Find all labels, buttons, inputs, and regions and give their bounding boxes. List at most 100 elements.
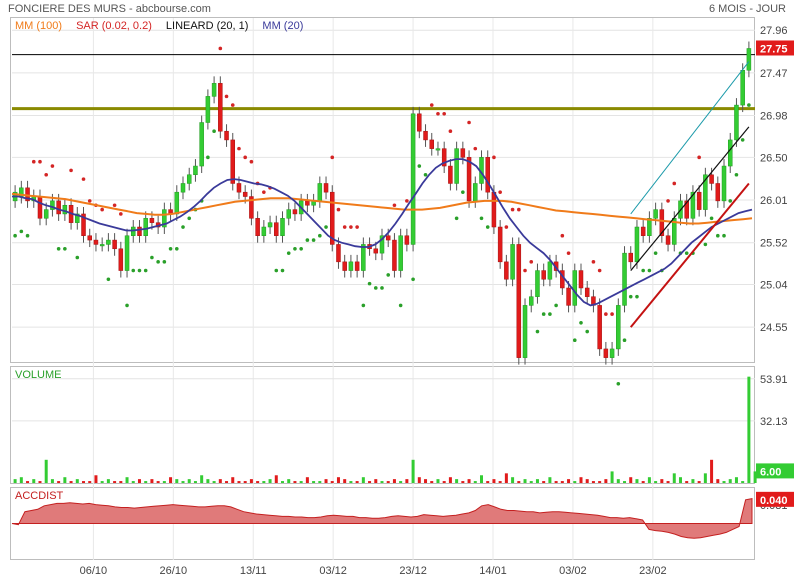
volume-bar	[181, 481, 185, 483]
volume-bar	[206, 479, 210, 483]
sar-dot	[305, 238, 310, 242]
sar-dot	[647, 268, 652, 273]
candle-body	[497, 226, 503, 263]
volume-bar	[268, 479, 272, 483]
sar-dot	[249, 159, 254, 164]
volume-bar	[734, 477, 738, 483]
candle-body	[50, 200, 55, 210]
volume-bar	[193, 481, 197, 483]
candle-body	[242, 191, 248, 197]
volume-bar	[343, 479, 347, 483]
candle-body	[330, 191, 335, 245]
candle-body	[143, 218, 148, 236]
volume-bar	[591, 481, 595, 483]
sar-dot	[224, 94, 229, 99]
price-tick-label: 25.52	[760, 238, 788, 250]
volume-bar	[728, 479, 732, 483]
candle-body	[647, 218, 652, 236]
candle-body	[740, 70, 745, 106]
sar-dot	[448, 129, 453, 134]
mm100-line	[11, 192, 753, 225]
sar-dot	[411, 277, 415, 282]
accdist-last-text: 0.040	[760, 495, 788, 507]
candle-body	[522, 305, 528, 358]
sar-dot	[44, 172, 49, 177]
candle-body	[211, 83, 217, 97]
legend-mm100: MM (100)	[15, 20, 63, 32]
candle-body	[43, 209, 49, 219]
candle-body	[578, 270, 584, 289]
candle-body	[317, 183, 323, 202]
sar-dot	[672, 181, 677, 186]
sar-dot	[174, 246, 179, 251]
candle-body	[224, 130, 229, 141]
candle-body	[379, 235, 385, 254]
sar-dot	[585, 329, 590, 334]
candle-body	[180, 183, 186, 193]
sar-dot	[485, 225, 490, 229]
x-tick-label: 03/02	[559, 565, 587, 577]
volume-bar	[225, 481, 229, 483]
sar-dot	[318, 233, 322, 238]
candle-body	[435, 148, 441, 151]
volume-bar	[249, 479, 253, 483]
candle-body	[124, 235, 130, 271]
candle-body	[528, 296, 534, 306]
volume-bar	[654, 481, 658, 483]
sar-dot	[554, 303, 558, 308]
candle-body	[174, 191, 180, 215]
candle-body	[628, 252, 633, 263]
x-tick-label: 14/01	[479, 565, 507, 577]
volume-bar	[175, 479, 179, 483]
sar-dot	[342, 225, 347, 229]
sar-dot	[75, 255, 80, 260]
candle-body	[746, 48, 752, 71]
volume-bar	[629, 477, 633, 483]
volume-bar	[511, 477, 515, 483]
candle-body	[597, 305, 602, 350]
sar-dot	[299, 246, 303, 251]
sar-dot	[125, 303, 129, 308]
candle-body	[404, 235, 410, 245]
volume-bar	[200, 475, 204, 483]
volume-bar	[691, 479, 695, 483]
candle-body	[566, 287, 571, 306]
sar-dot	[454, 216, 459, 221]
sar-dot	[355, 225, 359, 229]
volume-bar	[486, 481, 490, 483]
candle-body	[199, 122, 204, 167]
sar-dot	[510, 207, 515, 212]
sar-dot	[243, 155, 247, 160]
candle-body	[460, 148, 466, 158]
sar-dot	[709, 216, 714, 221]
volume-bar	[448, 477, 452, 483]
sar-dot	[106, 277, 111, 282]
volume-bar	[641, 481, 645, 483]
sar-dot	[479, 216, 484, 221]
sar-dot	[566, 251, 571, 255]
candle-body	[37, 196, 43, 219]
accdist-last-badge	[756, 491, 794, 507]
candle-body	[616, 305, 621, 350]
sar-dot	[653, 251, 658, 255]
sar-dot	[87, 199, 92, 203]
legend-mm20: MM (20)	[262, 20, 304, 32]
volume-bar	[567, 479, 571, 483]
volume-bar	[479, 475, 483, 483]
candle-body	[193, 165, 198, 176]
volume-bar	[26, 481, 30, 483]
period-label: 6 MOIS - JOUR	[708, 3, 786, 15]
sar-dot	[604, 312, 608, 316]
volume-bar	[299, 481, 303, 483]
sar-dot	[206, 155, 210, 160]
candle-body	[93, 239, 99, 245]
volume-bar	[63, 477, 67, 483]
trend-line	[629, 182, 750, 328]
volume-bar	[293, 481, 297, 483]
sar-dot	[523, 268, 527, 273]
candle-body	[684, 200, 689, 219]
volume-bar	[305, 477, 309, 483]
mm20-line	[12, 158, 753, 307]
candle-body	[62, 204, 68, 215]
volume-bar	[678, 477, 682, 483]
